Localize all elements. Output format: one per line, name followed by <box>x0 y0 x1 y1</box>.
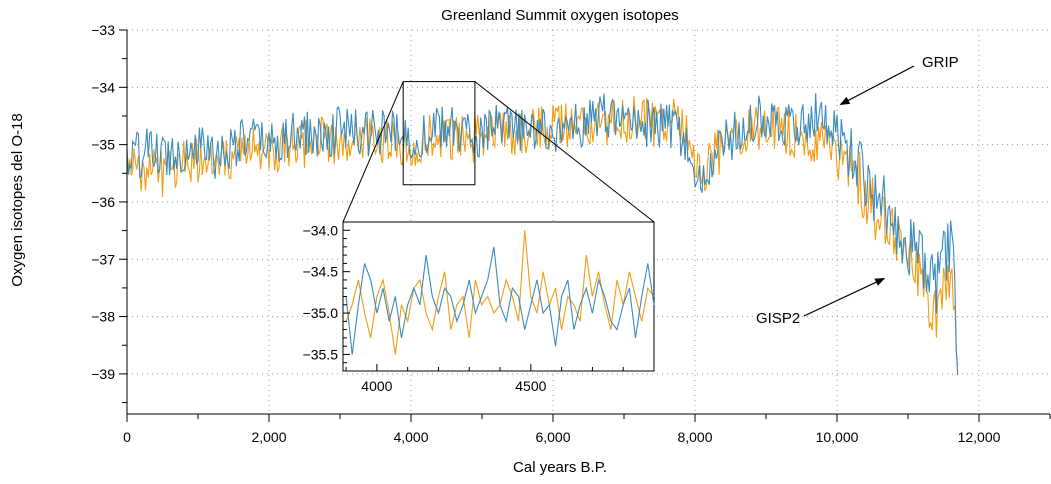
x-tick-label: 12,000 <box>958 429 1001 445</box>
inset-series-line-grip <box>345 246 655 355</box>
annotation-arrow-grip <box>839 65 915 106</box>
y-axis-ticks: −33 −34 −35 −36 −37 −38 −39 <box>91 22 127 404</box>
inset-y-tick-label: −34.0 <box>303 222 339 238</box>
annotation-label-gisp2: GISP2 <box>756 310 800 327</box>
zoom-region-box <box>342 81 655 223</box>
inset-x-tick-label: 4000 <box>361 378 392 394</box>
x-tick-label: 4,000 <box>393 429 428 445</box>
annotations: GRIP GISP2 <box>756 54 959 327</box>
x-tick-label: 2,000 <box>251 429 286 445</box>
y-tick-label: −34 <box>91 79 115 95</box>
series-line-grip <box>126 93 959 376</box>
inset-y-tick-label: −34.5 <box>303 264 339 280</box>
y-tick-label: −35 <box>91 137 115 153</box>
x-tick-label: 10,000 <box>816 429 859 445</box>
inset-x-tick-label: 4500 <box>515 378 546 394</box>
zoom-connector-right <box>474 81 655 223</box>
inset-chart: −34.0 −34.5 −35.0 −35.5 4000 4500 <box>303 221 655 394</box>
inset-frame <box>342 221 655 372</box>
x-axis-ticks: 0 2,000 4,000 6,000 8,000 10,000 12,000 <box>123 414 1051 445</box>
inset-y-tick-label: −35.5 <box>303 346 339 362</box>
annotation-arrow-gisp2 <box>803 277 886 317</box>
x-axis-title: Cal years B.P. <box>513 459 607 476</box>
main-axes <box>126 30 1050 415</box>
x-tick-label: 8,000 <box>677 429 712 445</box>
main-series <box>126 93 959 376</box>
y-tick-label: −39 <box>91 366 115 382</box>
zoom-rectangle <box>402 81 476 186</box>
annotation-label-grip: GRIP <box>922 54 959 71</box>
x-tick-label: 6,000 <box>535 429 570 445</box>
y-tick-label: −36 <box>91 194 115 210</box>
inset-y-tick-label: −35.0 <box>303 305 339 321</box>
x-tick-label: 0 <box>123 429 131 445</box>
y-tick-label: −38 <box>91 309 115 325</box>
chart-title: Greenland Summit oxygen isotopes <box>441 7 679 24</box>
y-tick-label: −33 <box>91 22 115 38</box>
y-tick-label: −37 <box>91 251 115 267</box>
zoom-connector-left <box>342 81 404 223</box>
y-axis-title: Oxygen isotopes del O-18 <box>9 113 26 286</box>
